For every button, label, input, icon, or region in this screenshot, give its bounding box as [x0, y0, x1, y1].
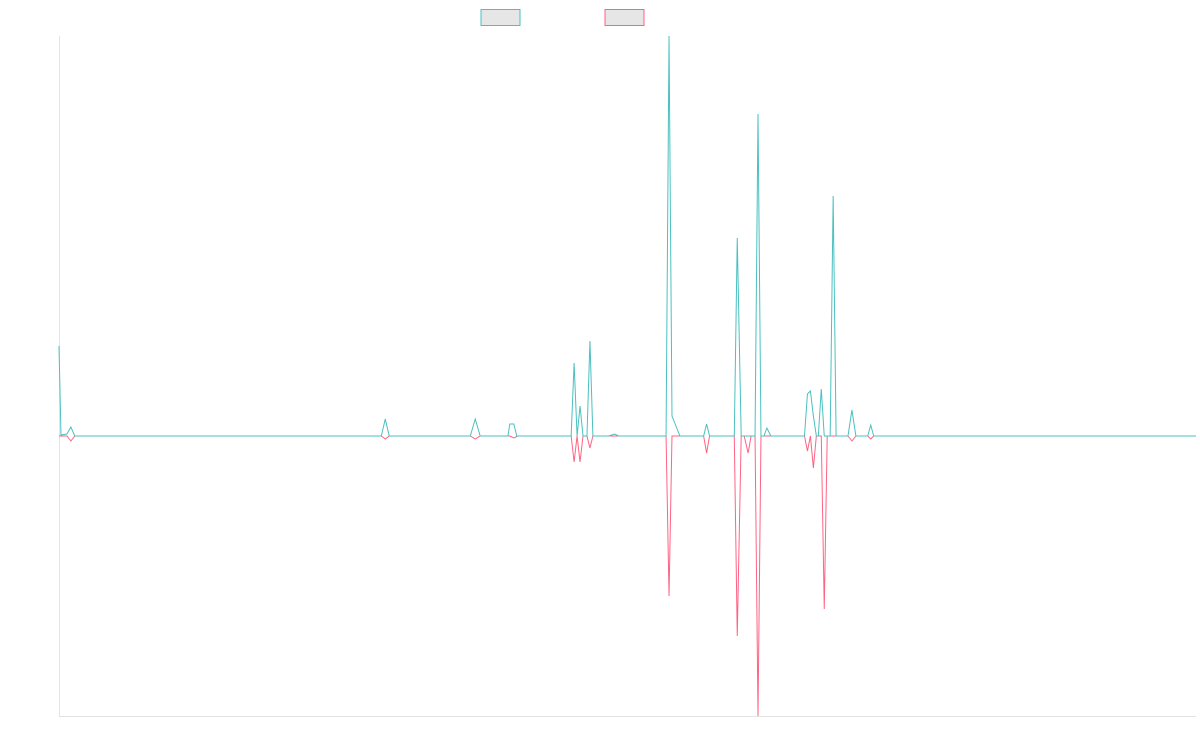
legend-item-1[interactable]	[480, 9, 521, 26]
series-line-2	[59, 435, 1196, 717]
chart-legend	[480, 9, 645, 26]
chart-axes	[59, 36, 1196, 717]
series-layer	[58, 35, 1196, 717]
legend-item-2[interactable]	[604, 9, 645, 26]
series-line-1	[58, 35, 1196, 437]
legend-swatch-2	[604, 9, 645, 26]
legend-swatch-1	[480, 9, 521, 26]
